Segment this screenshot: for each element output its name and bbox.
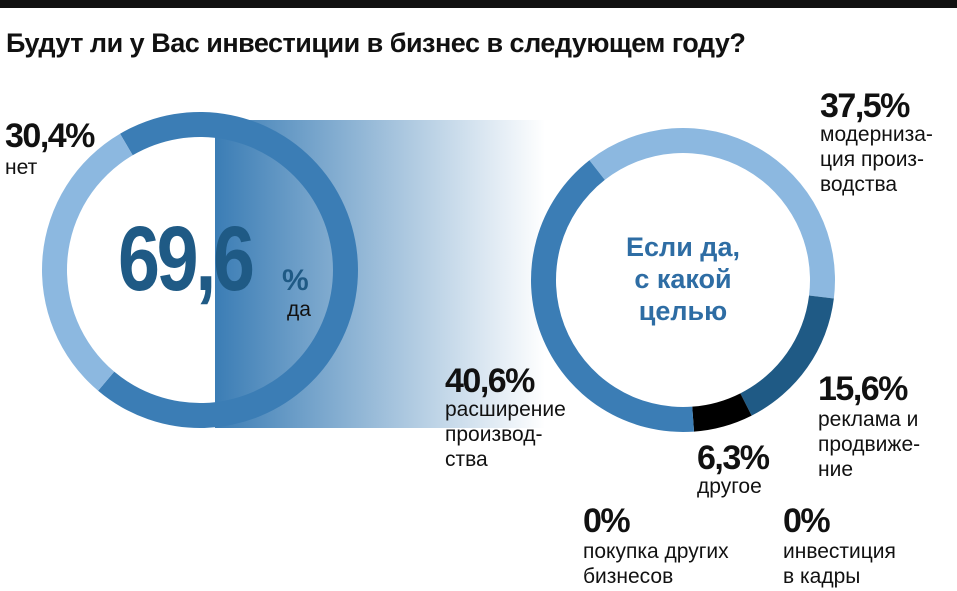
category-label: ция произ- xyxy=(820,148,924,171)
title: Будут ли у Вас инвестиции в бизнес в сле… xyxy=(6,28,745,58)
value-label: 15,6% xyxy=(818,370,908,408)
category-label: водства xyxy=(820,173,897,196)
donut-segment xyxy=(530,160,695,433)
category-label: в кадры xyxy=(783,565,860,588)
category-label: производ- xyxy=(445,423,542,446)
donut-segment xyxy=(589,128,835,299)
value-label: 69,6 xyxy=(118,207,252,310)
category-label: реклама и xyxy=(818,408,918,431)
center-text: Если да, xyxy=(626,232,740,262)
value-unit: % xyxy=(282,264,309,297)
value-label: 0% xyxy=(583,502,630,540)
value-label: 6,3% xyxy=(697,439,770,477)
value-label: 40,6% xyxy=(445,362,535,400)
value-label: 30,4% xyxy=(5,117,95,155)
top-rule xyxy=(0,0,957,8)
category-label: модерниза- xyxy=(820,123,933,146)
donut-segment xyxy=(740,295,834,416)
category-label: покупка других xyxy=(583,540,729,563)
category-label: другое xyxy=(697,475,762,498)
center-text: целью xyxy=(639,296,727,326)
donut-segment xyxy=(692,393,752,432)
value-label: 37,5% xyxy=(820,87,910,125)
category-label: ние xyxy=(818,458,853,481)
center-text: с какой xyxy=(634,264,731,294)
category-label: да xyxy=(287,298,311,321)
category-label: продвиже- xyxy=(818,433,920,456)
donut-segment xyxy=(98,112,358,429)
category-label: ства xyxy=(445,448,488,471)
connector-band xyxy=(215,120,545,428)
donut-segment xyxy=(41,133,133,391)
category-label: бизнесов xyxy=(583,565,673,588)
category-label: нет xyxy=(5,156,38,179)
category-label: расширение xyxy=(445,398,566,421)
value-label: 0% xyxy=(783,502,830,540)
category-label: инвестиция xyxy=(783,540,896,563)
